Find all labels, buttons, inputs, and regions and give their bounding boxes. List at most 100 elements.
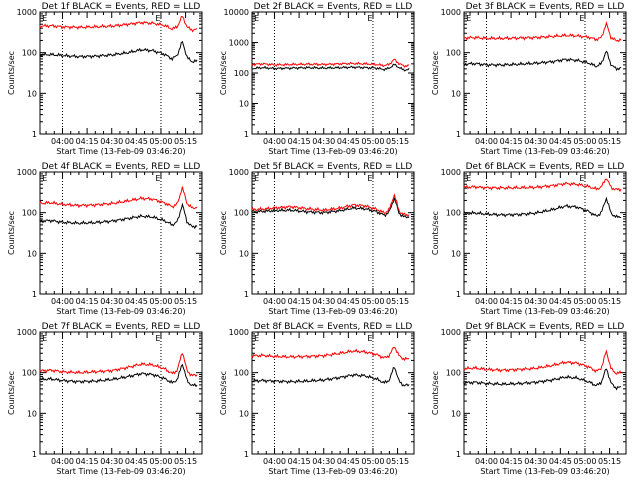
y-tick-label: 10	[239, 100, 249, 109]
x-tick-label: 04:00	[475, 137, 498, 146]
lld-series-line	[39, 15, 198, 33]
x-tick-label: 04:45	[125, 457, 148, 466]
x-axis-label: Start Time (13-Feb-09 03:46:20)	[56, 467, 185, 476]
lld-series-line	[463, 20, 622, 43]
y-axis-label: Counts/sec	[7, 51, 16, 95]
x-tick-label: 05:00	[573, 137, 596, 146]
y-tick-label: 10	[451, 409, 461, 418]
lld-series-line	[39, 186, 198, 210]
events-series-line	[251, 63, 410, 72]
x-tick-label: 04:30	[100, 297, 123, 306]
y-tick-label: 1	[32, 290, 37, 299]
events-series-line	[463, 196, 622, 219]
x-tick-label: 04:30	[524, 457, 547, 466]
x-tick-label: 05:00	[149, 297, 172, 306]
y-tick-label: 10	[451, 89, 461, 98]
x-tick-label: 05:15	[386, 137, 409, 146]
event-marker-label: E	[367, 334, 372, 343]
lld-series-line	[463, 178, 622, 193]
events-series-line	[463, 50, 622, 72]
x-tick-label: 04:45	[125, 297, 148, 306]
x-tick-label: 05:15	[386, 297, 409, 306]
events-series-line	[251, 366, 410, 387]
x-tick-label: 04:45	[337, 297, 360, 306]
y-tick-label: 1000	[17, 168, 37, 177]
y-tick-label: 1000	[17, 328, 37, 337]
y-tick-label: 10	[27, 249, 37, 258]
plot-frame	[39, 171, 203, 295]
events-series-line	[39, 40, 198, 64]
x-tick-label: 04:30	[312, 457, 335, 466]
event-marker-label: E	[367, 174, 372, 183]
x-tick-label: 04:00	[263, 297, 286, 306]
y-axis-label: Counts/sec	[431, 51, 440, 95]
x-tick-label: 04:30	[524, 297, 547, 306]
plot-frame	[463, 11, 627, 135]
x-axis-label: Start Time (13-Feb-09 03:46:20)	[268, 307, 397, 316]
x-axis-label: Start Time (13-Feb-09 03:46:20)	[56, 307, 185, 316]
x-tick-label: 04:15	[76, 137, 99, 146]
y-tick-label: 10	[27, 409, 37, 418]
x-tick-label: 05:15	[598, 457, 621, 466]
x-axis-label: Start Time (13-Feb-09 03:46:20)	[480, 467, 609, 476]
x-tick-label: 04:30	[312, 297, 335, 306]
x-tick-label: 04:15	[500, 297, 523, 306]
event-marker-label: E	[42, 174, 47, 183]
y-axis-label: Counts/sec	[219, 371, 228, 415]
panel-title: Det 8f BLACK = Events, RED = LLD	[254, 322, 413, 332]
plot-frame	[251, 331, 415, 455]
y-tick-label: 1	[32, 130, 37, 139]
x-tick-label: 04:45	[549, 457, 572, 466]
plot-frame	[251, 11, 415, 135]
y-tick-label: 100	[22, 49, 37, 58]
events-series-line	[39, 363, 198, 388]
x-tick-label: 05:00	[361, 457, 384, 466]
y-tick-label: 10	[27, 89, 37, 98]
x-axis-label: Start Time (13-Feb-09 03:46:20)	[268, 147, 397, 156]
y-tick-label: 1	[456, 450, 461, 459]
y-tick-label: 1000	[441, 8, 461, 17]
x-tick-label: 04:00	[263, 457, 286, 466]
x-tick-label: 04:30	[100, 137, 123, 146]
x-tick-label: 04:15	[76, 297, 99, 306]
panel-title: Det 1f BLACK = Events, RED = LLD	[42, 2, 201, 12]
y-tick-label: 100	[446, 49, 461, 58]
panel-title: Det 4f BLACK = Events, RED = LLD	[42, 162, 201, 172]
panel-7: Det 7f BLACK = Events, RED = LLD 1 10 100 10…	[7, 322, 203, 476]
panel-title: Det 2f BLACK = Events, RED = LLD	[254, 2, 413, 12]
x-tick-label: 04:15	[500, 457, 523, 466]
event-marker-label: E	[579, 174, 584, 183]
y-tick-label: 1	[456, 130, 461, 139]
x-tick-label: 04:00	[51, 457, 74, 466]
event-marker-label: E	[42, 14, 47, 23]
panel-9: Det 9f BLACK = Events, RED = LLD 1 10 100 10…	[431, 322, 627, 476]
x-axis-label: Start Time (13-Feb-09 03:46:20)	[268, 467, 397, 476]
x-tick-label: 04:15	[76, 457, 99, 466]
lld-series-line	[251, 193, 410, 217]
y-axis-label: Counts/sec	[431, 371, 440, 415]
event-marker-label: E	[367, 14, 372, 23]
event-marker-label: E	[42, 334, 47, 343]
panel-6: Det 6f BLACK = Events, RED = LLD 1 10 100 10…	[431, 162, 627, 316]
x-tick-label: 04:00	[475, 297, 498, 306]
x-tick-label: 05:00	[573, 457, 596, 466]
events-series-line	[251, 197, 410, 219]
y-axis-label: Counts/sec	[7, 371, 16, 415]
x-tick-label: 05:00	[361, 297, 384, 306]
panel-1: Det 1f BLACK = Events, RED = LLD 1 10 100 10…	[7, 2, 203, 156]
y-tick-label: 10	[239, 409, 249, 418]
event-marker-label: E	[579, 14, 584, 23]
y-tick-label: 1	[456, 290, 461, 299]
x-tick-label: 05:15	[174, 297, 197, 306]
y-tick-label: 100	[446, 369, 461, 378]
panel-title: Det 7f BLACK = Events, RED = LLD	[42, 322, 201, 332]
panel-title: Det 6f BLACK = Events, RED = LLD	[466, 162, 625, 172]
y-tick-label: 100	[234, 69, 249, 78]
y-tick-label: 1	[244, 290, 249, 299]
x-tick-label: 04:15	[288, 297, 311, 306]
x-tick-label: 05:15	[174, 457, 197, 466]
x-tick-label: 04:15	[288, 137, 311, 146]
x-tick-label: 04:45	[337, 137, 360, 146]
y-tick-label: 1	[32, 450, 37, 459]
event-marker-label: E	[466, 14, 471, 23]
